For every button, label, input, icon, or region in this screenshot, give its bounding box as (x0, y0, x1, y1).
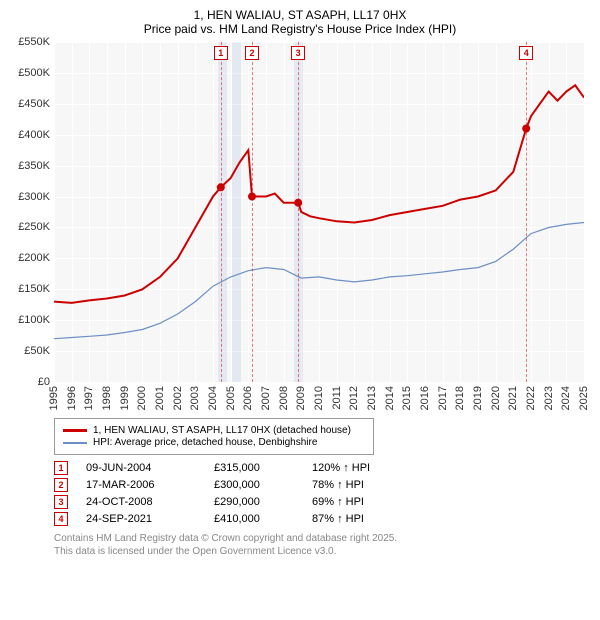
x-axis-label: 2019 (472, 386, 484, 410)
y-axis-label: £100K (18, 314, 50, 326)
event-marker: 4 (519, 46, 533, 60)
tx-date: 09-JUN-2004 (86, 462, 196, 474)
tx-date: 17-MAR-2006 (86, 479, 196, 491)
y-axis-label: £50K (24, 345, 50, 357)
x-axis-label: 1997 (83, 386, 95, 410)
y-axis-label: £200K (18, 252, 50, 264)
tx-price: £410,000 (214, 513, 294, 525)
x-axis-label: 2020 (490, 386, 502, 410)
x-axis-label: 2021 (507, 386, 519, 410)
grid-line-h (54, 382, 584, 383)
event-vline (526, 42, 527, 382)
event-marker: 2 (245, 46, 259, 60)
tx-rel-hpi: 69% ↑ HPI (312, 496, 402, 508)
legend-item: HPI: Average price, detached house, Denb… (63, 437, 365, 448)
chart-area: 1234 £0£50K£100K£150K£200K£250K£300K£350… (10, 42, 590, 412)
chart-title: 1, HEN WALIAU, ST ASAPH, LL17 0HX Price … (10, 8, 590, 36)
tx-price: £300,000 (214, 479, 294, 491)
event-vline (221, 42, 222, 382)
tx-marker: 2 (54, 478, 68, 492)
tx-date: 24-OCT-2008 (86, 496, 196, 508)
tx-marker: 1 (54, 461, 68, 475)
y-axis-label: £150K (18, 283, 50, 295)
x-axis-label: 2025 (578, 386, 590, 410)
tx-price: £315,000 (214, 462, 294, 474)
x-axis-label: 2024 (560, 386, 572, 410)
x-axis-label: 2006 (242, 386, 254, 410)
legend-label: 1, HEN WALIAU, ST ASAPH, LL17 0HX (detac… (93, 425, 351, 436)
x-axis-label: 2013 (366, 386, 378, 410)
transaction-row: 4 24-SEP-2021 £410,000 87% ↑ HPI (54, 512, 590, 526)
legend-label: HPI: Average price, detached house, Denb… (93, 437, 317, 448)
x-axis-label: 2017 (437, 386, 449, 410)
y-axis-label: £550K (18, 36, 50, 48)
x-axis-label: 2014 (384, 386, 396, 410)
legend: 1, HEN WALIAU, ST ASAPH, LL17 0HX (detac… (54, 418, 374, 455)
x-axis-label: 2002 (172, 386, 184, 410)
x-axis-label: 2023 (543, 386, 555, 410)
title-line2: Price paid vs. HM Land Registry's House … (10, 22, 590, 36)
x-axis-label: 2004 (207, 386, 219, 410)
x-axis-label: 2010 (313, 386, 325, 410)
x-axis-label: 2016 (419, 386, 431, 410)
tx-price: £290,000 (214, 496, 294, 508)
grid-line-v (584, 42, 585, 382)
y-axis-label: £450K (18, 98, 50, 110)
x-axis-label: 2000 (136, 386, 148, 410)
tx-rel-hpi: 78% ↑ HPI (312, 479, 402, 491)
x-axis-label: 1996 (66, 386, 78, 410)
tx-marker: 3 (54, 495, 68, 509)
tx-rel-hpi: 87% ↑ HPI (312, 513, 402, 525)
transactions-table: 1 09-JUN-2004 £315,000 120% ↑ HPI 2 17-MAR-20… (54, 461, 590, 526)
tx-rel-hpi: 120% ↑ HPI (312, 462, 402, 474)
event-vline (252, 42, 253, 382)
transaction-row: 1 09-JUN-2004 £315,000 120% ↑ HPI (54, 461, 590, 475)
transaction-row: 3 24-OCT-2008 £290,000 69% ↑ HPI (54, 495, 590, 509)
event-vline (298, 42, 299, 382)
y-axis-label: £400K (18, 129, 50, 141)
chart-lines (54, 42, 584, 382)
series-line (54, 223, 584, 339)
x-axis-label: 1999 (119, 386, 131, 410)
x-axis-label: 2008 (278, 386, 290, 410)
x-axis-label: 2018 (454, 386, 466, 410)
y-axis-label: £350K (18, 160, 50, 172)
x-axis-label: 2022 (525, 386, 537, 410)
x-axis-label: 2005 (225, 386, 237, 410)
legend-swatch (63, 442, 87, 444)
x-axis-label: 2003 (189, 386, 201, 410)
transaction-row: 2 17-MAR-2006 £300,000 78% ↑ HPI (54, 478, 590, 492)
tx-date: 24-SEP-2021 (86, 513, 196, 525)
legend-item: 1, HEN WALIAU, ST ASAPH, LL17 0HX (detac… (63, 425, 365, 436)
x-axis-label: 2012 (348, 386, 360, 410)
footer-attribution: Contains HM Land Registry data © Crown c… (54, 532, 590, 558)
x-axis-label: 2007 (260, 386, 272, 410)
tx-marker: 4 (54, 512, 68, 526)
event-marker: 3 (291, 46, 305, 60)
y-axis-label: £300K (18, 191, 50, 203)
y-axis-label: £500K (18, 67, 50, 79)
footer-line2: This data is licensed under the Open Gov… (54, 545, 590, 558)
x-axis-label: 2011 (331, 386, 343, 410)
x-axis-label: 2015 (401, 386, 413, 410)
y-axis-label: £250K (18, 221, 50, 233)
footer-line1: Contains HM Land Registry data © Crown c… (54, 532, 590, 545)
x-axis-label: 2001 (154, 386, 166, 410)
series-line (54, 85, 584, 303)
title-line1: 1, HEN WALIAU, ST ASAPH, LL17 0HX (10, 8, 590, 22)
x-axis-label: 1998 (101, 386, 113, 410)
legend-swatch (63, 429, 87, 432)
x-axis-label: 2009 (295, 386, 307, 410)
event-marker: 1 (214, 46, 228, 60)
x-axis-label: 1995 (48, 386, 60, 410)
